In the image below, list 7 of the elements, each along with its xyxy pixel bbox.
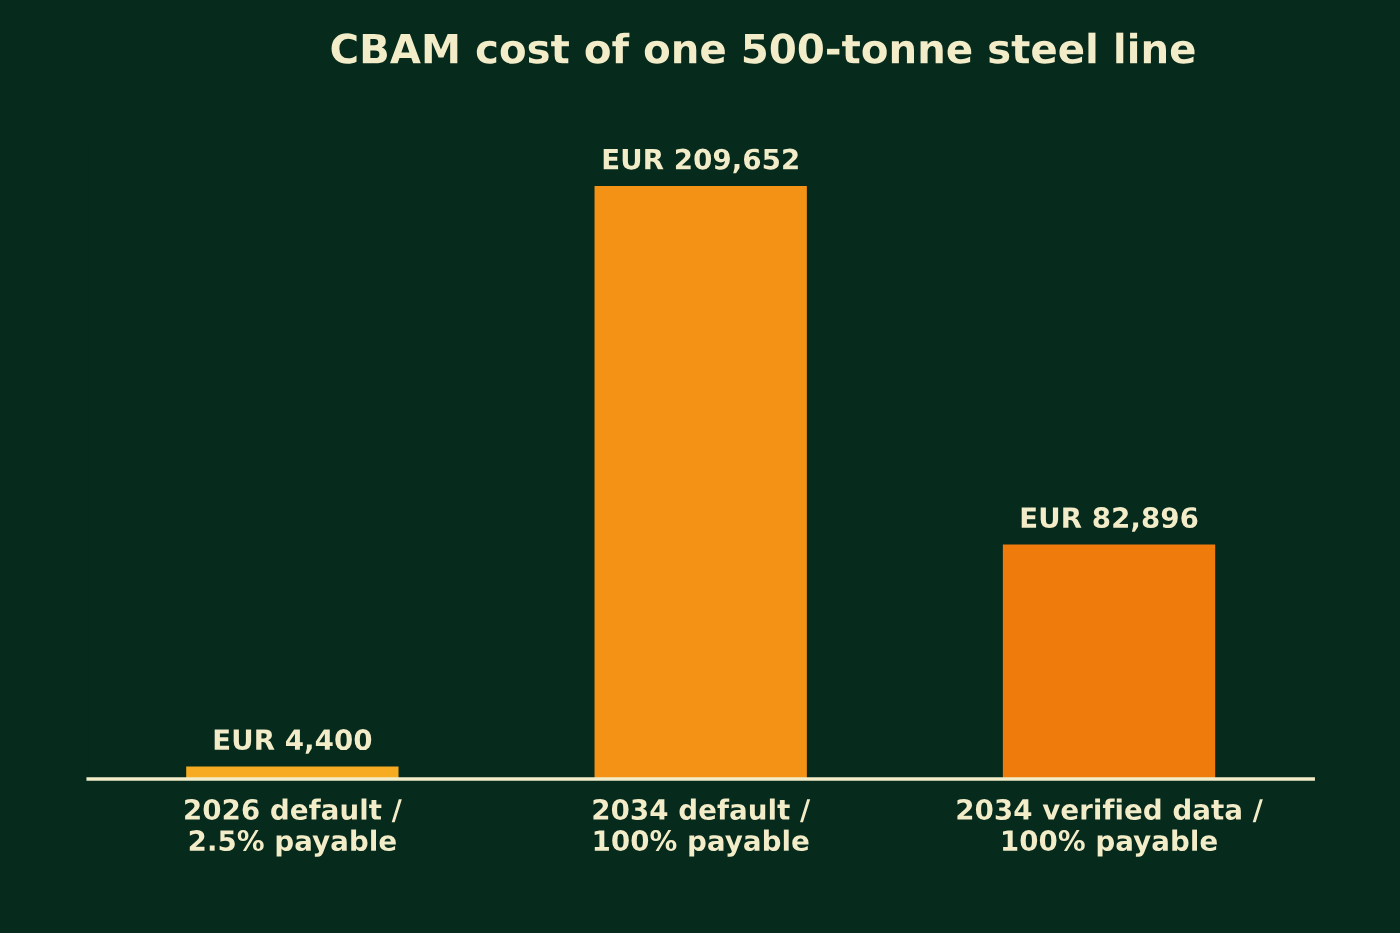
data-label: EUR 4,400	[214, 729, 372, 754]
data-label: EUR 82,896	[1021, 507, 1198, 532]
data-label: EUR 209,652	[603, 148, 798, 174]
x-tick-label: 2026 default / 2.5% payable	[185, 798, 402, 857]
chart-title: CBAM cost of one 500-tonne steel line	[331, 32, 1195, 64]
x-tick-label: 2034 verified data / 100% payable	[957, 798, 1263, 857]
x-tick-label: 2034 default / 100% payable	[593, 798, 811, 857]
